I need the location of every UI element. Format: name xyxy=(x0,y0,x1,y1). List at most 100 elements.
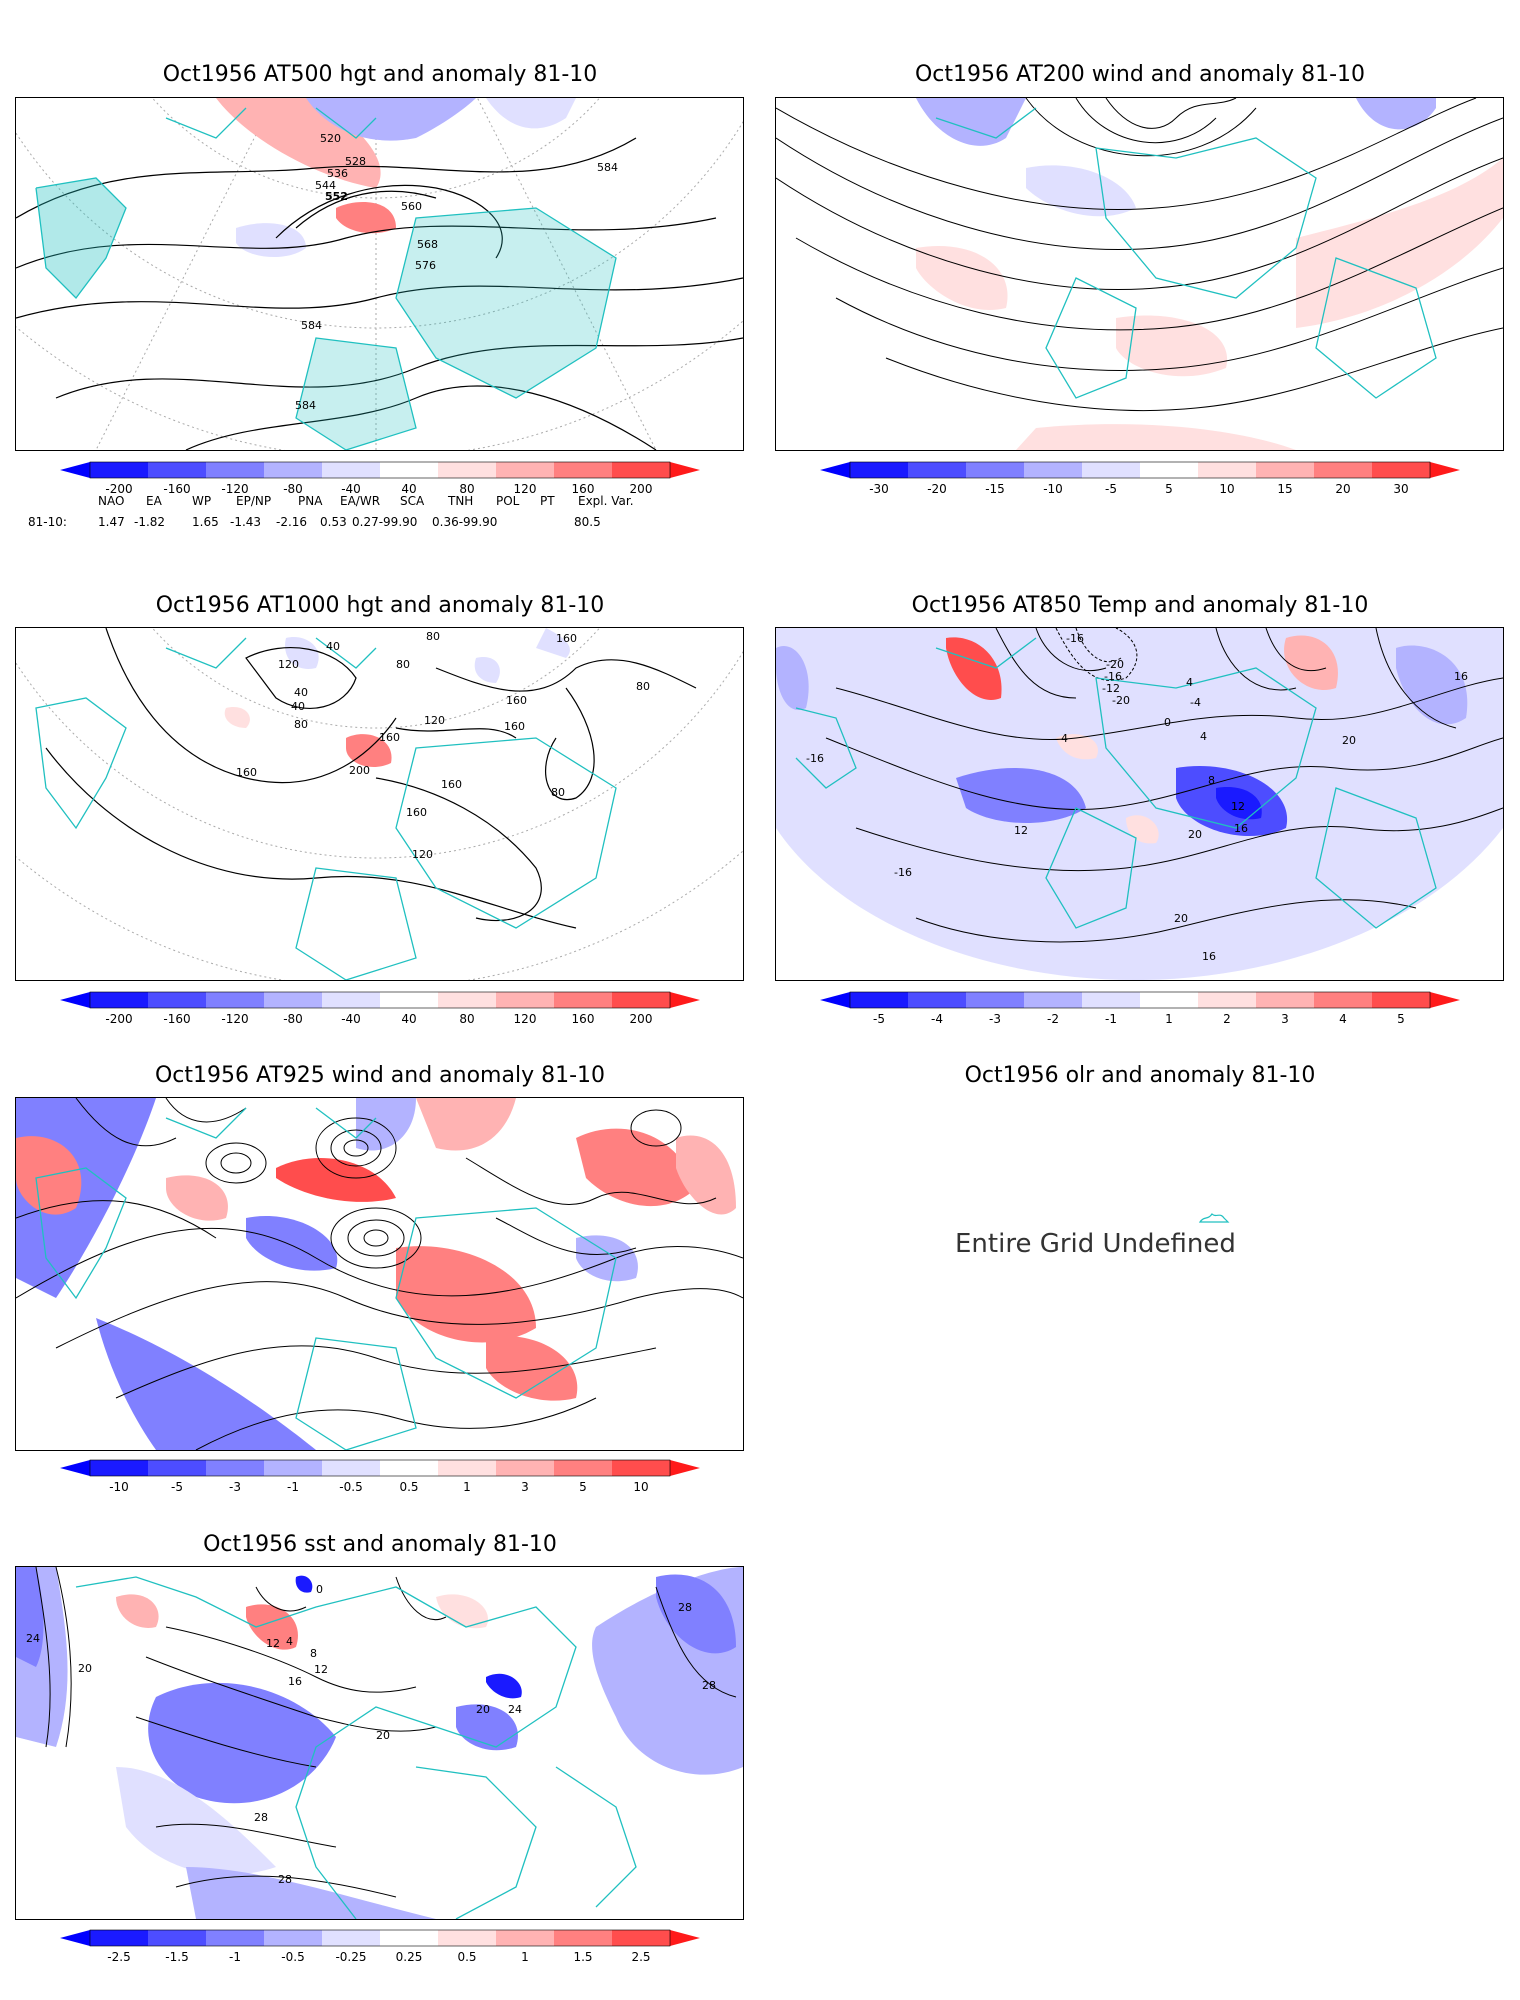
index-value: -1.82 xyxy=(134,515,166,529)
contour-label: 584 xyxy=(295,399,316,412)
anomaly-positive xyxy=(116,1594,159,1628)
map-925wind xyxy=(15,1097,744,1451)
colorbar-tick: -15 xyxy=(985,482,1005,496)
map-200wind-canvas xyxy=(776,98,1503,450)
contour-label: 568 xyxy=(417,238,438,251)
anomaly-negative xyxy=(656,1574,736,1654)
colorbar-200wind: -30 -20 -15 -10 -5 5 10 15 20 30 xyxy=(820,460,1460,500)
anomaly-negative xyxy=(295,1575,313,1593)
colorbar-tick: 80 xyxy=(459,1012,475,1026)
anomaly-negative xyxy=(116,1767,276,1875)
colorbar-tick: 1 xyxy=(463,1480,471,1494)
contour-label: 20 xyxy=(78,1662,92,1675)
index-value: 1.65 xyxy=(192,515,219,529)
anomaly-negative xyxy=(1356,98,1436,130)
anomaly-positive xyxy=(166,1175,228,1221)
colorbar-tick: -120 xyxy=(221,482,249,496)
contour-label: 120 xyxy=(424,714,445,727)
index-value: 0.53 xyxy=(320,515,347,529)
contour-label: 544 xyxy=(315,179,336,192)
colorbar-tick: 10 xyxy=(1219,482,1235,496)
anomaly-negative xyxy=(285,637,319,669)
colorbar-tick: 120 xyxy=(513,482,537,496)
colorbar-tick: 30 xyxy=(1393,482,1409,496)
colorbar-tick: 4 xyxy=(1339,1012,1347,1026)
sst-contours xyxy=(35,1567,737,1898)
map-850temp: -16 4 -20 -16 -12 -4 0 4 4 8 12 16 20 12… xyxy=(775,627,1504,981)
index-header: EP/NP xyxy=(236,494,272,508)
index-header: TNH xyxy=(448,494,474,508)
colorbar-sst-graphic xyxy=(60,1929,700,1947)
contour-label: 536 xyxy=(327,167,348,180)
index-value: -2.16 xyxy=(276,515,308,529)
colorbar-tick: -3 xyxy=(989,1012,1001,1026)
height-contours xyxy=(45,628,697,929)
anomaly-positive xyxy=(1116,315,1228,377)
colorbar-tick: 15 xyxy=(1277,482,1293,496)
contour-label: 80 xyxy=(426,630,440,643)
contour-label: 80 xyxy=(294,718,308,731)
colorbar-tick: -0.5 xyxy=(339,1480,363,1494)
colorbar-tick: -40 xyxy=(341,1012,361,1026)
index-header: EA/WR xyxy=(340,494,381,508)
colorbar-tick: -4 xyxy=(931,1012,943,1026)
contour-label: -16 xyxy=(894,866,912,879)
contour-label: 160 xyxy=(441,778,462,791)
map-1000hgt-canvas: 40 120 80 80 160 40 40 80 160 160 80 160… xyxy=(16,628,743,980)
map-1000hgt: 40 120 80 80 160 40 40 80 160 160 80 160… xyxy=(15,627,744,981)
anomaly-negative xyxy=(148,1682,336,1804)
contour-label: -16 xyxy=(1104,670,1122,683)
height-contours xyxy=(16,137,743,450)
map-200wind xyxy=(775,97,1504,451)
colorbar-tick: -30 xyxy=(869,482,889,496)
colorbar-tick: 200 xyxy=(629,482,653,496)
map-500hgt-labels: 520 528 536 544 552 560 568 576 584 584 … xyxy=(295,132,618,412)
anomaly-negative xyxy=(16,1567,44,1667)
contour-label: 28 xyxy=(254,1811,268,1824)
colorbar-tick: -1 xyxy=(287,1480,299,1494)
contour-label: 584 xyxy=(597,161,618,174)
colorbar-tick: 3 xyxy=(521,1480,529,1494)
colorbar-tick: 40 xyxy=(401,482,417,496)
index-value: 80.5 xyxy=(574,515,601,529)
colorbar-tick: -160 xyxy=(163,482,191,496)
contour-label: 80 xyxy=(551,786,565,799)
contour-label: 28 xyxy=(678,1601,692,1614)
colorbar-200wind-graphic xyxy=(820,461,1460,479)
map-sst: 24 20 0 4 8 12 12 16 20 20 24 28 28 28 2… xyxy=(15,1566,744,1920)
streamlines xyxy=(16,1098,743,1450)
contour-label: 120 xyxy=(278,658,299,671)
temperature-contours xyxy=(825,628,1503,943)
index-header: WP xyxy=(192,494,212,508)
contour-label: -16 xyxy=(806,752,824,765)
coastline-lines xyxy=(935,107,1437,399)
contour-label: 12 xyxy=(1231,800,1245,813)
index-value: 1.47 xyxy=(98,515,125,529)
map-925wind-canvas xyxy=(16,1098,743,1450)
contour-label: 0 xyxy=(1164,716,1171,729)
colorbar-tick: 5 xyxy=(1397,1012,1405,1026)
contour-label: 4 xyxy=(1186,676,1193,689)
colorbar-tick: 120 xyxy=(513,1012,537,1026)
panel-title-925wind: Oct1956 AT925 wind and anomaly 81-10 xyxy=(154,1063,606,1088)
colorbar-tick: -1 xyxy=(1105,1012,1117,1026)
index-value: -1.43 xyxy=(230,515,262,529)
panel-title-olr: Oct1956 olr and anomaly 81-10 xyxy=(964,1063,1316,1088)
contour-label: 28 xyxy=(702,1679,716,1692)
contour-label: 20 xyxy=(1188,828,1202,841)
anomaly-positive xyxy=(416,1098,516,1151)
contour-label: 20 xyxy=(476,1703,490,1716)
colorbar-tick: -2 xyxy=(1047,1012,1059,1026)
anomaly-negative xyxy=(306,98,476,141)
anomaly-negative xyxy=(486,98,576,129)
contour-label: 200 xyxy=(349,764,370,777)
anomaly-negative xyxy=(1396,645,1468,725)
contour-label: 16 xyxy=(288,1675,302,1688)
index-value: 0.27-99.90 xyxy=(352,515,418,529)
anomaly-positive xyxy=(276,1158,396,1202)
anomaly-positive xyxy=(946,637,1002,700)
colorbar-sst: -2.5 -1.5 -1 -0.5 -0.25 0.25 0.5 1 1.5 2… xyxy=(60,1928,700,1968)
coastline-lines xyxy=(75,1576,637,1919)
index-header: SCA xyxy=(400,494,425,508)
colorbar-tick: 2.5 xyxy=(631,1950,651,1964)
